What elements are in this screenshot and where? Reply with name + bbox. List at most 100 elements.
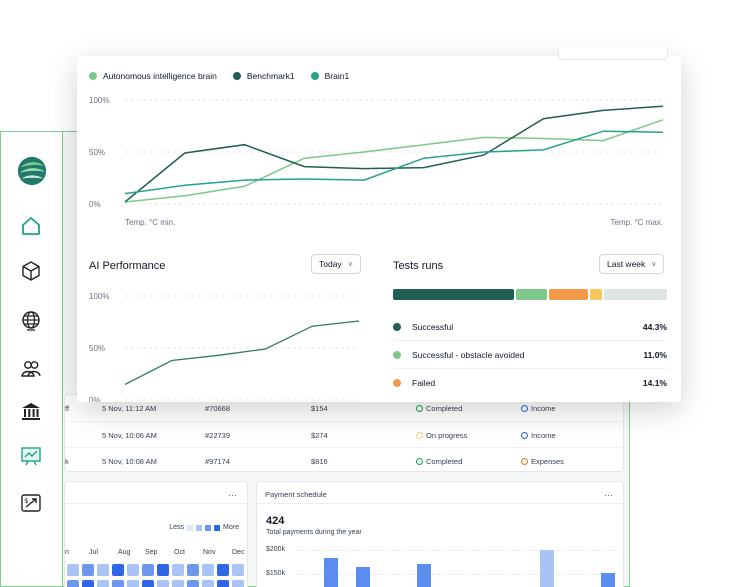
heatmap-cell[interactable]: [157, 564, 169, 576]
legend-item[interactable]: Autonomous intelligence brain: [89, 71, 217, 81]
status-dot: [393, 379, 401, 387]
heatmap-cell[interactable]: [187, 580, 199, 587]
toolbar-stub: [558, 48, 668, 60]
income-icon: [521, 405, 528, 412]
y-tick-label: 0%: [89, 396, 101, 402]
heatmap-cell[interactable]: [217, 580, 229, 587]
payment-subtitle: Total payments during the year: [266, 529, 362, 536]
heatmap-cell[interactable]: [97, 580, 109, 587]
heatmap-cell[interactable]: [232, 564, 244, 576]
stacked-bar-segment: [393, 289, 514, 300]
heatmap-cell[interactable]: [142, 564, 154, 576]
heatmap-cell[interactable]: [82, 580, 94, 587]
heatmap-cell[interactable]: [172, 564, 184, 576]
test-result-row[interactable]: Successful 44.3%: [393, 318, 667, 338]
heatmap-cell[interactable]: [202, 580, 214, 587]
amount-cell: $274: [311, 431, 328, 440]
series-line-benchmark1: [124, 105, 664, 203]
heatmap-cell[interactable]: [67, 564, 79, 576]
analytics-board-icon[interactable]: [17, 442, 45, 470]
heatmap-cell[interactable]: [82, 564, 94, 576]
date-cell: 5 Nov, 10:08 AM: [102, 457, 157, 466]
payment-schedule-panel: Payment schedule ⋯ 424 Total payments du…: [256, 481, 624, 587]
heatmap-cell[interactable]: [232, 580, 244, 587]
status-badge: On progress: [416, 431, 467, 440]
income-icon: [521, 432, 528, 439]
activity-panel: ⋯ Less More n Jul Aug Sep Oct Nov Dec: [64, 481, 248, 587]
users-icon[interactable]: [17, 355, 45, 383]
expenses-icon: [521, 458, 528, 465]
id-cell: #70668: [205, 404, 231, 413]
globe-icon[interactable]: [17, 307, 45, 335]
heatmap-grid: [65, 564, 247, 587]
y-tick-label: $150k: [266, 570, 286, 577]
cube-icon[interactable]: [17, 257, 45, 285]
legend-item[interactable]: Benchmark1: [232, 71, 295, 81]
x-axis-max-label: Temp. °C max.: [610, 218, 663, 227]
stacked-bar-segment: [590, 289, 602, 300]
y-tick-label: $200k: [266, 546, 286, 553]
month-label: Aug: [118, 549, 131, 556]
heatmap-cell[interactable]: [172, 580, 184, 587]
stacked-bar-segment: [604, 289, 667, 300]
heatmap-cell[interactable]: [97, 564, 109, 576]
heatmap-cell[interactable]: [127, 580, 139, 587]
month-label: Dec: [232, 549, 245, 556]
status-badge: Completed: [416, 457, 462, 466]
sidebar: $: [1, 132, 63, 586]
heatmap-cell[interactable]: [187, 564, 199, 576]
home-icon[interactable]: [17, 212, 45, 240]
stacked-bar-segment: [549, 289, 588, 300]
y-tick-label: 50%: [89, 148, 106, 157]
date-cell: 5 Nov, 10:06 AM: [102, 431, 157, 440]
y-tick-label: 50%: [89, 344, 106, 353]
month-label: Sep: [145, 549, 158, 556]
type-badge: Expenses: [521, 457, 564, 466]
table-row[interactable]: ff 5 Nov, 11:12 AM #70668 $154 Completed…: [65, 404, 556, 413]
heatmap-cell[interactable]: [202, 564, 214, 576]
heatmap-legend: Less More: [169, 524, 239, 531]
amount-cell: $154: [311, 404, 328, 413]
heatmap-cell[interactable]: [217, 564, 229, 576]
month-label: Oct: [174, 549, 185, 556]
test-result-row[interactable]: Successful - obstacle avoided 11.0%: [393, 346, 667, 366]
y-tick-label: 100%: [89, 96, 110, 105]
transactions-table: ff 5 Nov, 11:12 AM #70668 $154 Completed…: [64, 394, 624, 472]
id-cell: #97174: [205, 457, 231, 466]
month-label: Nov: [203, 549, 216, 556]
legend-item[interactable]: Brain1: [310, 71, 349, 81]
heatmap-cell[interactable]: [112, 564, 124, 576]
heatmap-cell[interactable]: [127, 564, 139, 576]
table-row[interactable]: k 5 Nov, 10:08 AM #97174 $816 Completed …: [65, 447, 623, 473]
temperature-line-chart: [124, 99, 664, 205]
heatmap-cell[interactable]: [142, 580, 154, 587]
payment-count: 424: [266, 515, 285, 527]
ai-performance-line-chart: [124, 295, 360, 401]
ai-performance-period-select[interactable]: Today ∨: [311, 254, 361, 274]
id-cell: #22739: [205, 431, 231, 440]
chevron-down-icon: ∨: [651, 261, 657, 268]
more-options-icon[interactable]: ⋯: [228, 490, 237, 500]
month-label: Jul: [89, 549, 98, 556]
heatmap-cell[interactable]: [112, 580, 124, 587]
type-badge: Income: [521, 431, 556, 440]
svg-text:$: $: [24, 497, 28, 505]
more-options-icon[interactable]: ⋯: [604, 490, 613, 500]
check-circle-icon: [416, 458, 423, 465]
series-line-autonomous-intelligence-brain: [124, 119, 664, 203]
heatmap-cell[interactable]: [67, 580, 79, 587]
trend-money-icon[interactable]: $: [17, 489, 45, 517]
status-badge: Completed: [416, 404, 462, 413]
table-row[interactable]: 5 Nov, 10:06 AM #22739 $274 On progress …: [65, 421, 623, 447]
performance-card: Autonomous intelligence brain Benchmark1…: [77, 48, 681, 402]
tests-runs-period-select[interactable]: Last week ∨: [599, 254, 665, 274]
bank-icon[interactable]: [17, 397, 45, 425]
progress-icon: [416, 432, 423, 439]
x-axis-min-label: Temp. °C min.: [125, 218, 176, 227]
heatmap-cell[interactable]: [157, 580, 169, 587]
test-result-row[interactable]: Failed 14.1%: [393, 374, 667, 394]
month-label: n: [65, 549, 69, 556]
y-tick-label: 100%: [89, 292, 110, 301]
chevron-down-icon: ∨: [347, 261, 353, 268]
